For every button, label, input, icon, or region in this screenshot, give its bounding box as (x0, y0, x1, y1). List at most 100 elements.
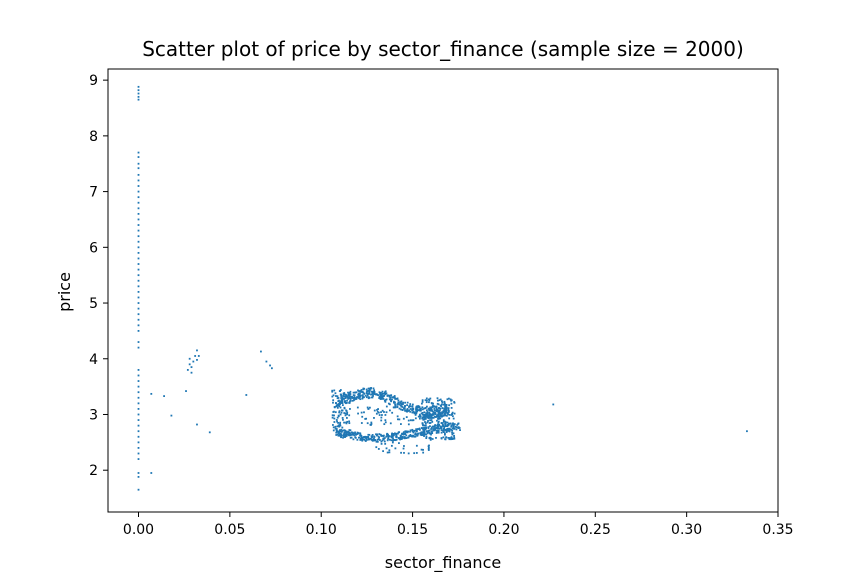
data-point (335, 402, 337, 405)
data-point (424, 417, 426, 419)
data-point (390, 444, 393, 447)
data-point (368, 388, 371, 391)
data-point (443, 410, 446, 412)
data-point (437, 431, 440, 434)
data-point (192, 360, 195, 363)
data-point (445, 431, 448, 434)
data-point (552, 403, 555, 406)
data-point (437, 424, 440, 427)
data-point (437, 410, 439, 413)
data-point (421, 408, 424, 411)
data-point (430, 426, 433, 429)
data-point (457, 426, 460, 429)
data-point (392, 433, 395, 435)
data-point (346, 413, 348, 416)
data-point (336, 404, 339, 407)
data-point (457, 422, 460, 425)
data-point (409, 403, 412, 405)
data-point (367, 392, 370, 395)
data-point (413, 412, 416, 415)
data-point (407, 423, 410, 426)
data-point (448, 428, 451, 431)
data-point (375, 393, 377, 395)
data-point (399, 438, 402, 441)
data-point (376, 438, 379, 441)
data-point (372, 438, 375, 441)
data-point (339, 413, 342, 416)
data-point (440, 413, 443, 415)
data-point (340, 433, 343, 436)
data-point (450, 402, 453, 405)
data-point (418, 428, 421, 431)
data-point (377, 435, 380, 438)
data-point (400, 423, 402, 425)
data-point (361, 396, 364, 399)
data-point (409, 430, 411, 433)
data-point (344, 433, 347, 436)
data-point (427, 447, 430, 450)
data-point (400, 403, 403, 406)
data-point (380, 440, 383, 443)
data-point (337, 425, 340, 427)
data-point (448, 413, 451, 416)
data-point (432, 413, 435, 416)
data-point (444, 422, 446, 425)
data-point (422, 424, 425, 427)
data-point (455, 428, 458, 431)
data-point (137, 212, 140, 215)
data-point (425, 437, 428, 440)
data-point (338, 405, 341, 408)
data-point (440, 422, 443, 424)
data-point (425, 401, 428, 404)
data-point (427, 426, 430, 429)
data-point (425, 433, 428, 436)
data-point (411, 403, 414, 406)
data-point (425, 435, 428, 438)
data-point (365, 391, 368, 394)
data-point (443, 411, 446, 413)
data-point (260, 350, 262, 353)
data-point (388, 398, 391, 401)
data-point (416, 408, 419, 411)
data-point (428, 431, 431, 434)
data-point (426, 421, 429, 424)
data-point (371, 396, 374, 399)
data-point (390, 400, 393, 403)
data-point (394, 398, 397, 400)
data-point (137, 380, 140, 382)
data-point (344, 414, 347, 417)
x-tick-label: 0.15 (397, 522, 428, 538)
data-point (353, 394, 356, 397)
data-point (417, 432, 420, 435)
data-point (393, 400, 395, 403)
data-point (426, 430, 429, 433)
data-point (396, 432, 399, 435)
data-point (422, 413, 424, 416)
data-point (379, 439, 381, 441)
data-point (340, 436, 343, 439)
data-point (424, 422, 427, 425)
data-point (418, 408, 421, 411)
data-point (412, 419, 415, 422)
data-point (366, 394, 369, 397)
data-point (376, 433, 379, 436)
data-point (403, 407, 406, 410)
data-point (443, 402, 446, 405)
data-point (453, 412, 456, 415)
data-point (447, 427, 449, 430)
data-point (439, 398, 442, 401)
y-tick-label: 8 (89, 129, 98, 145)
data-point (453, 437, 456, 440)
data-point (270, 367, 273, 370)
data-point (453, 427, 456, 430)
data-point (137, 419, 140, 421)
data-point (442, 409, 445, 412)
data-point (344, 429, 347, 432)
data-point (403, 451, 405, 454)
data-point (428, 437, 431, 439)
data-point (343, 421, 345, 424)
data-point (137, 435, 140, 438)
data-point (365, 396, 368, 399)
data-point (428, 399, 431, 402)
data-point (331, 416, 334, 419)
